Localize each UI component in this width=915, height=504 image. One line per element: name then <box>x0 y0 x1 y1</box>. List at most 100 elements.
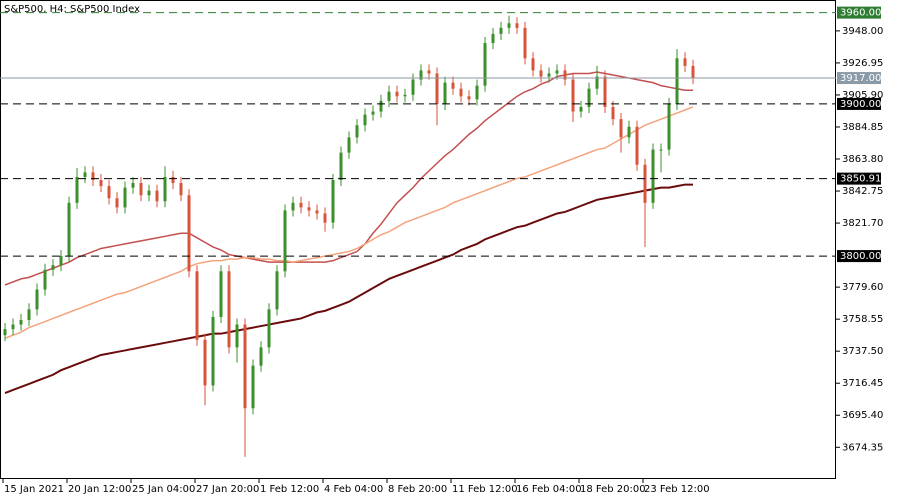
candle-body <box>91 172 95 181</box>
candle-body <box>219 271 223 317</box>
candle-body <box>43 269 47 290</box>
candle-body <box>99 180 103 187</box>
candle-body <box>315 210 319 214</box>
candle-body <box>67 202 71 257</box>
y-tick-label: 3821.70 <box>842 218 883 229</box>
candle-body <box>275 271 279 310</box>
candle-body <box>283 210 287 272</box>
level-label: 3800.00 <box>840 251 881 262</box>
candle-body <box>299 202 303 208</box>
y-tick-label: 3737.50 <box>842 346 883 357</box>
x-tick-label: 18 Feb 20:00 <box>580 484 646 495</box>
candle-body <box>547 73 551 77</box>
x-tick-label: 1 Feb 12:00 <box>260 484 319 495</box>
candle-body <box>355 125 359 138</box>
candle-body <box>635 126 639 165</box>
candle-body <box>419 70 423 80</box>
candle-body <box>499 27 503 34</box>
candle-body <box>195 271 199 340</box>
candle-body <box>603 76 607 107</box>
candle-body <box>19 319 23 325</box>
x-tick-label: 11 Feb 12:00 <box>452 484 518 495</box>
candle-body <box>675 58 679 104</box>
candle-body <box>467 96 471 100</box>
y-tick-label: 3716.45 <box>842 378 883 389</box>
level-label: 3850.91 <box>840 174 881 185</box>
candle-body <box>187 195 191 272</box>
candle-body <box>307 207 311 211</box>
candle-body <box>83 172 87 177</box>
candle-body <box>523 27 527 59</box>
candle-body <box>587 88 591 107</box>
candle-body <box>627 126 631 138</box>
y-tick-label: 3779.60 <box>842 282 883 293</box>
x-tick-label: 8 Feb 20:00 <box>388 484 447 495</box>
candle-body <box>459 88 463 97</box>
candle-body <box>267 309 271 348</box>
level-label: 3900.00 <box>840 99 881 110</box>
x-tick-label: 23 Feb 12:00 <box>644 484 710 495</box>
candle-body <box>651 149 655 203</box>
candle-body <box>443 82 447 104</box>
y-tick-label: 3905.90 <box>842 90 883 101</box>
candle-body <box>35 289 39 310</box>
candle-body <box>451 82 455 89</box>
candle-body <box>483 43 487 86</box>
y-tick-label: 3674.35 <box>842 442 883 453</box>
candle-body <box>387 91 391 101</box>
candle-body <box>411 79 415 95</box>
candle-body <box>643 164 647 203</box>
moving-average <box>4 183 693 394</box>
candle-body <box>363 114 367 126</box>
candle-body <box>259 347 263 366</box>
candle-body <box>427 70 431 74</box>
candle-body <box>171 176 175 184</box>
candle-body <box>179 183 183 196</box>
candle-body <box>531 58 535 71</box>
candle-body <box>395 91 399 97</box>
candle-body <box>139 183 143 196</box>
candle-body <box>75 176 79 203</box>
candle-body <box>579 106 583 112</box>
candle-body <box>619 119 623 138</box>
x-tick-label: 20 Jan 12:00 <box>68 484 131 495</box>
plot-frame <box>0 0 836 479</box>
candle-body <box>251 365 255 409</box>
candle-body <box>539 70 543 77</box>
candle-body <box>331 180 335 223</box>
y-tick-label: 3926.95 <box>842 58 883 69</box>
candle-body <box>155 190 159 202</box>
level-label: 3917.00 <box>840 73 881 84</box>
candle-body <box>131 183 135 188</box>
candle-body <box>435 73 439 104</box>
x-tick-label: 15 Jan 2021 <box>4 484 64 495</box>
level-label-box <box>837 250 881 263</box>
candle-body <box>235 324 239 348</box>
y-tick-label: 3863.80 <box>842 154 883 165</box>
x-tick-label: 16 Feb 04:00 <box>516 484 582 495</box>
candle-body <box>659 149 663 151</box>
y-tick-label: 3884.85 <box>842 122 883 133</box>
candle-body <box>491 33 495 44</box>
candle-body <box>507 23 511 28</box>
level-label-box <box>837 6 881 19</box>
candle-body <box>379 100 383 112</box>
y-tick-label: 3758.55 <box>842 314 883 325</box>
candle-body <box>563 70 567 80</box>
level-label: 3960.00 <box>840 8 881 19</box>
candle-body <box>403 94 407 97</box>
x-tick-label: 4 Feb 04:00 <box>324 484 383 495</box>
candle-body <box>595 76 599 89</box>
candle-body <box>51 265 55 270</box>
candle-body <box>163 176 167 202</box>
candle-body <box>339 152 343 181</box>
candle-body <box>667 103 671 150</box>
y-tick-label: 3948.00 <box>842 26 883 37</box>
chart-title: S&P500, H4: S&P500 Index <box>4 4 140 15</box>
candle-body <box>347 137 351 153</box>
candle-body <box>59 256 63 266</box>
x-tick-label: 25 Jan 04:00 <box>132 484 195 495</box>
candle-body <box>211 316 215 386</box>
candle-body <box>683 58 687 66</box>
